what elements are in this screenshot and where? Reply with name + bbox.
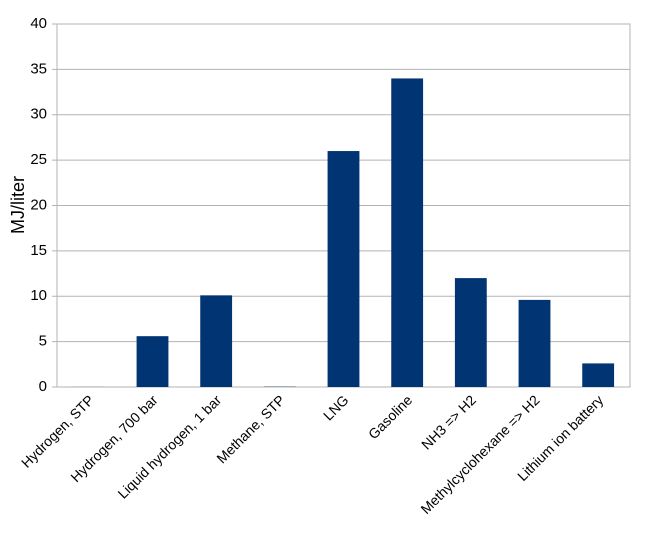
- bar: [327, 151, 360, 387]
- y-tick-label: 10: [30, 287, 47, 304]
- bar: [582, 363, 615, 387]
- y-tick-label: 35: [30, 60, 47, 77]
- x-tick-label: Methylcyclohexane => H2: [417, 392, 542, 517]
- bar: [136, 336, 169, 387]
- bar: [518, 299, 551, 387]
- x-tick-label: Methane, STP: [213, 392, 288, 467]
- bar: [454, 278, 487, 387]
- x-tick-label: Liquid hydrogen, 1 bar: [114, 392, 224, 502]
- y-tick-label: 30: [30, 106, 47, 123]
- y-tick-label: 15: [30, 242, 47, 259]
- bar: [391, 78, 424, 387]
- x-tick-label: LNG: [320, 392, 352, 424]
- y-tick-label: 20: [30, 196, 47, 213]
- y-tick-label: 25: [30, 151, 47, 168]
- y-tick-label: 40: [30, 15, 47, 32]
- bar: [200, 295, 233, 387]
- x-tick-label: Gasoline: [365, 392, 416, 443]
- y-axis-label: MJ/liter: [8, 176, 28, 234]
- y-tick-label: 0: [39, 378, 47, 395]
- y-tick-label: 5: [39, 333, 47, 350]
- x-tick-label: NH3 => H2: [418, 392, 479, 453]
